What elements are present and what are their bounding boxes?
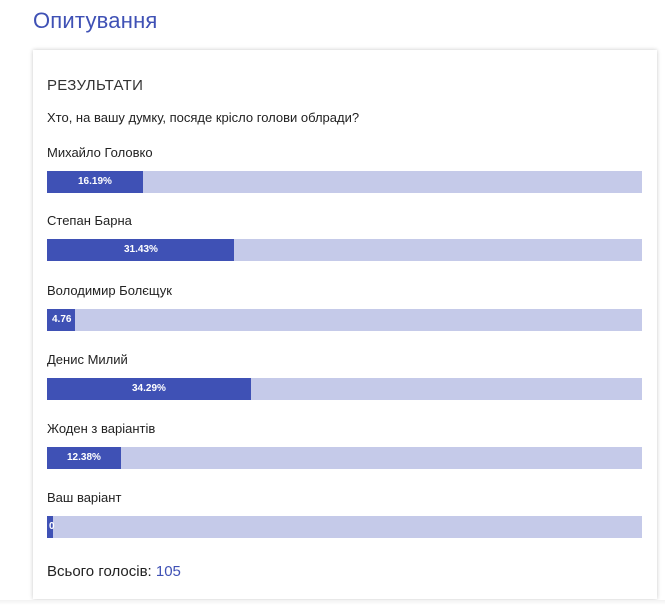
poll-result-percent: 16.19% bbox=[78, 176, 112, 187]
poll-option-label: Денис Милий bbox=[47, 352, 128, 367]
poll-result-percent: 4.76 bbox=[52, 314, 72, 325]
poll-result-bar-fill: 31.43% bbox=[47, 239, 234, 261]
poll-result-bar-fill: 0 bbox=[47, 516, 55, 538]
poll-result-percent: 31.43% bbox=[124, 244, 158, 255]
poll-result-bar: 0 bbox=[47, 516, 642, 538]
poll-question: Хто, на вашу думку, посяде крісло голови… bbox=[47, 110, 360, 125]
poll-result-percent: 12.38% bbox=[67, 452, 101, 463]
poll-option: Михайло Головко 16.19% bbox=[47, 145, 643, 205]
poll-result-bar: 4.76 bbox=[47, 309, 642, 331]
poll-result-bar: 34.29% bbox=[47, 378, 642, 400]
poll-result-percent: 34.29% bbox=[132, 383, 166, 394]
poll-option-label: Ваш варіант bbox=[47, 490, 122, 505]
poll-result-bar: 31.43% bbox=[47, 239, 642, 261]
poll-option: Степан Барна 31.43% bbox=[47, 213, 643, 273]
poll-result-bar-fill: 16.19% bbox=[47, 171, 144, 193]
total-votes-count: 105 bbox=[155, 563, 181, 580]
poll-result-bar: 12.38% bbox=[47, 447, 642, 469]
poll-widget-title: Опитування bbox=[33, 8, 158, 33]
poll-results-card: РЕЗУЛЬТАТИ Хто, на вашу думку, посяде кр… bbox=[33, 50, 657, 599]
poll-result-bar-fill: 4.76 bbox=[47, 309, 76, 331]
poll-option: Денис Милий 34.29% bbox=[47, 352, 643, 412]
poll-option: Жоден з варіантів 12.38% bbox=[47, 421, 643, 481]
total-votes-label: Всього голосів: bbox=[47, 563, 152, 580]
poll-option: Володимир Болєщук 4.76 bbox=[47, 283, 643, 343]
poll-option-label: Степан Барна bbox=[47, 213, 132, 228]
total-votes: Всього голосів: 105 bbox=[47, 563, 181, 581]
poll-result-bar-fill: 12.38% bbox=[47, 447, 121, 469]
poll-result-bar: 16.19% bbox=[47, 171, 642, 193]
poll-result-bar-fill: 34.29% bbox=[47, 378, 252, 400]
page-bottom-divider bbox=[0, 600, 665, 605]
results-heading: РЕЗУЛЬТАТИ bbox=[47, 77, 144, 94]
poll-option-label: Михайло Головко bbox=[47, 145, 153, 160]
poll-option-label: Володимир Болєщук bbox=[47, 283, 172, 298]
poll-option-label: Жоден з варіантів bbox=[47, 421, 156, 436]
poll-option: Ваш варіант 0 bbox=[47, 490, 643, 550]
poll-result-percent: 0 bbox=[49, 521, 55, 532]
